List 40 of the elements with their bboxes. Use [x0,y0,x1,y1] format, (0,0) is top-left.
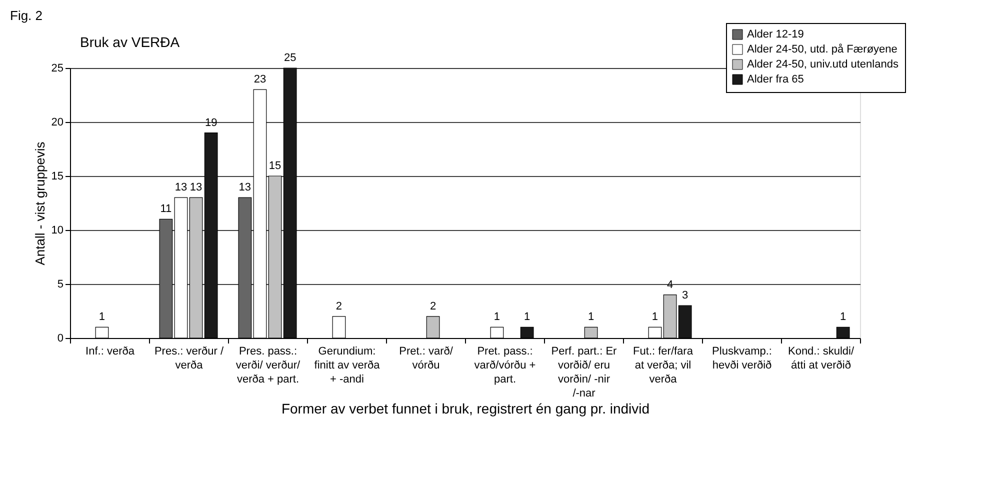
x-tick-label: Kond.: skuldi/ átti at verðið [788,346,855,372]
x-tick-label: Perf. part.: Er vorðið/ eru vorðin/ -nir /-nar [551,346,618,400]
x-tick-label: Pres. pass.: verði/ verður/ verða + part. [236,346,302,386]
data-label: 25 [284,52,296,64]
data-label: 1 [840,311,846,324]
x-tick-label: Gerundium: finitt av verða + -andi [314,346,381,386]
data-label: 23 [254,74,266,86]
data-label: 11 [160,203,172,216]
data-label: 1 [588,311,594,324]
data-label: 13 [238,182,252,194]
data-label: 13 [190,182,202,194]
y-tick-label: 20 [51,116,64,128]
x-tick-label: Pret. pass.: varð/vórðu + part. [474,346,536,386]
data-label: 1 [652,311,658,324]
data-label: 3 [682,290,688,302]
x-tick-label: Pret.: varð/ vórðu [399,346,454,372]
caption: Fig. 2 [10,8,43,23]
y-tick-label: 0 [57,332,64,344]
legend-label: Alder fra 65 [747,74,804,86]
y-tick-label: 15 [51,170,64,182]
data-label: 1 [494,311,500,324]
y-axis-title: Antall - vist gruppevis [32,141,48,266]
x-tick-label: Fut.: fer/fara at verða; vil verða [633,346,694,386]
x-tick-label: Pres.: verður / verða [154,346,224,372]
chart-title: Bruk av VERĐA [80,34,180,50]
data-label: 1 [524,311,530,324]
y-tick-label: 5 [57,278,64,290]
y-tick-label: 25 [51,62,64,74]
legend-label: Alder 12-19 [747,28,804,40]
x-tick-label: Inf.: verða [86,346,136,358]
legend-label: Alder 24-50, univ.utd utenlands [747,58,899,70]
x-tick-label: Pluskvamp.: hevði verðið [712,346,772,372]
x-axis-title: Former av verbet funnet i bruk, registrert én gang pr. individ [281,400,650,416]
data-label: 2 [336,300,342,312]
legend-label: Alder 24-50, utd. på Færøyene [747,44,898,56]
data-label: 15 [268,160,282,172]
data-label: 1 [98,311,106,324]
y-tick-label: 10 [51,224,64,236]
data-label: 2 [430,300,436,312]
data-label: 13 [174,182,188,194]
